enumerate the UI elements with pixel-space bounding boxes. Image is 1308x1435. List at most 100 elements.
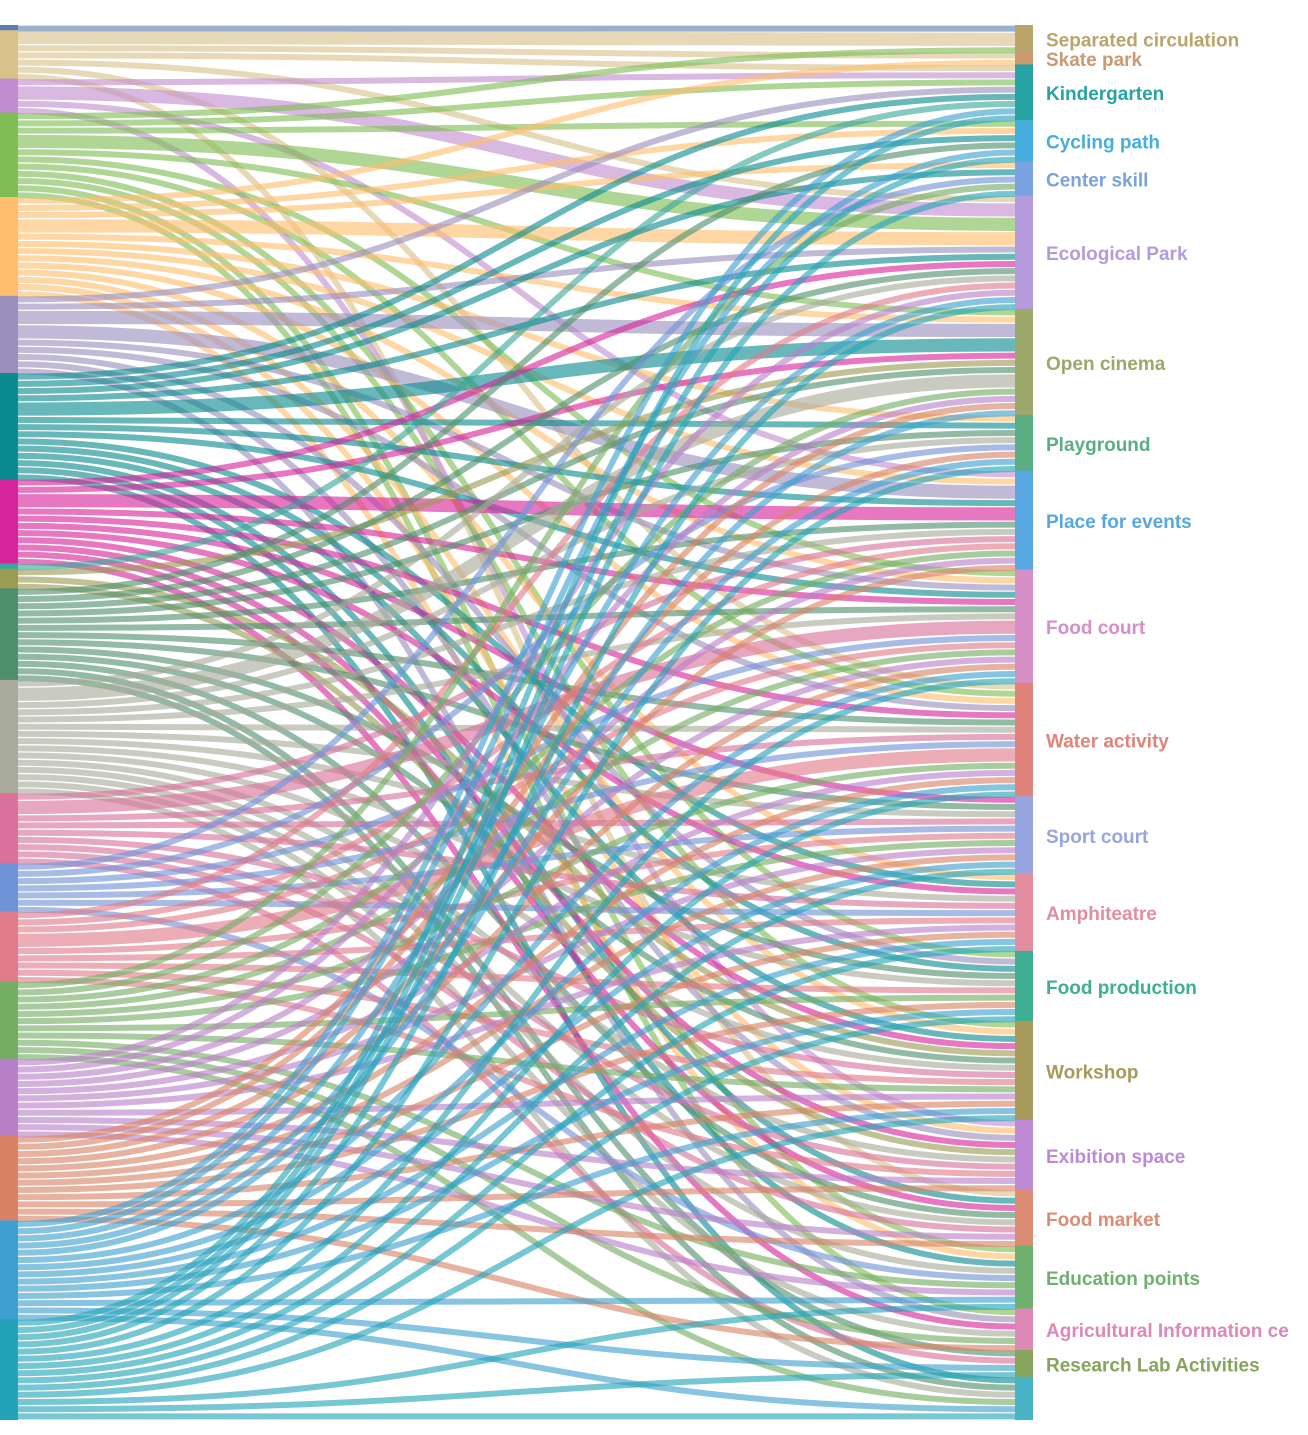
sankey-link [17, 868, 1016, 1377]
sankey-link [17, 1303, 1016, 1405]
left-node-bar [0, 1220, 18, 1322]
sankey-link [17, 678, 1016, 1362]
sankey-link [17, 494, 1016, 521]
right-node-bar [1015, 1189, 1033, 1248]
sankey-link [17, 451, 1016, 1150]
sankey-link [17, 777, 1016, 1172]
right-node-bar [1015, 1376, 1033, 1420]
sankey-link [17, 1032, 1016, 1093]
right-node-bar [1015, 1020, 1033, 1122]
right-node-bar [1015, 308, 1033, 417]
sankey-link [17, 338, 1016, 416]
sankey-link [17, 268, 1016, 603]
right-node-label: Place for events [1046, 512, 1192, 533]
right-node-bar [1015, 414, 1033, 473]
sankey-link [17, 120, 1016, 134]
sankey-link [17, 352, 1016, 493]
sankey-link [17, 162, 1016, 219]
right-node-label: Sport court [1046, 827, 1149, 848]
right-node-label: Food market [1046, 1210, 1161, 1231]
sankey-link [17, 784, 1016, 1271]
left-node-bar [0, 679, 18, 796]
sankey-link [17, 762, 1016, 1017]
sankey-link [17, 108, 1016, 1227]
right-node-label: Education points [1046, 1269, 1200, 1290]
right-node-label: Agricultural Information ce [1046, 1321, 1289, 1342]
sankey-link [17, 374, 1016, 701]
sankey-link [17, 275, 1016, 687]
left-node-bar [0, 911, 18, 984]
sankey-link [17, 1314, 1016, 1413]
sankey-link [17, 86, 1016, 217]
sankey-link [17, 1372, 1016, 1413]
sankey-link [17, 946, 1016, 1384]
sankey-link [17, 359, 1016, 576]
sankey-link [17, 508, 1016, 605]
left-node-bar [0, 373, 18, 482]
right-node-bar [1015, 796, 1033, 876]
sankey-link [17, 135, 1016, 387]
sankey-link [17, 1001, 1016, 1193]
right-node-label: Workshop [1046, 1062, 1139, 1083]
sankey-link [17, 253, 1016, 402]
left-node-bar [0, 863, 18, 914]
sankey-link [17, 282, 1016, 919]
sankey-link [17, 458, 1016, 1256]
sankey-link [17, 745, 1016, 987]
sankey-link [17, 1093, 1016, 1116]
right-node-bar [1015, 161, 1033, 198]
sankey-link [17, 836, 1016, 1078]
left-node-bar [0, 78, 18, 115]
sankey-link [17, 1307, 1016, 1371]
right-node-label: Amphiteatre [1046, 904, 1157, 925]
right-node-label: Food court [1046, 618, 1146, 639]
sankey-link [17, 832, 1016, 955]
right-node-label: Exibition space [1046, 1147, 1185, 1168]
right-node-bar [1015, 1119, 1033, 1192]
left-node-bar [0, 1135, 18, 1223]
right-node-bar [1015, 1245, 1033, 1311]
sankey-link [17, 748, 1016, 947]
sankey-link [17, 30, 1016, 46]
sankey-link [17, 670, 1016, 1263]
right-node-label: Center skill [1046, 170, 1148, 191]
sankey-link [17, 101, 1016, 571]
sankey-link [17, 769, 1016, 1095]
left-node-bar [0, 793, 18, 866]
sankey-link [17, 47, 1016, 120]
right-node-label: Food production [1046, 978, 1197, 999]
left-node-bar [0, 197, 18, 298]
right-node-label: Kindergarten [1046, 84, 1164, 105]
left-node-bar [0, 588, 18, 682]
sankey-link [17, 72, 1016, 86]
sankey-link [17, 1016, 1016, 1391]
right-node-bar [1015, 195, 1033, 311]
sankey-link [17, 1185, 1016, 1208]
right-nodes [1015, 25, 1033, 1420]
right-node-label: Cycling path [1046, 133, 1160, 154]
left-node-bar [0, 25, 18, 33]
right-node-bar [1015, 120, 1033, 164]
sankey-link [17, 169, 1016, 395]
left-node-bar [0, 563, 18, 571]
right-node-bar [1015, 64, 1033, 123]
right-node-bar [1015, 1308, 1033, 1352]
sankey-link [17, 246, 1016, 310]
sankey-link [17, 325, 1016, 499]
sankey-link [17, 606, 1016, 631]
left-node-bar [0, 479, 18, 566]
sankey-link [17, 115, 1016, 1326]
sankey-link [17, 183, 1016, 989]
sankey-link [17, 395, 1016, 1073]
sankey-link [17, 219, 1016, 246]
right-node-bar [1015, 1349, 1033, 1379]
right-node-bar [1015, 470, 1033, 572]
sankey-link [17, 528, 1016, 716]
sankey-link [17, 52, 1016, 72]
right-node-label: Ecological Park [1046, 244, 1188, 265]
sankey-link [17, 310, 1016, 338]
sankey-link [17, 149, 1016, 1235]
right-node-bar [1015, 950, 1033, 1023]
sankey-link [17, 127, 1016, 211]
left-node-bar [0, 1319, 18, 1420]
